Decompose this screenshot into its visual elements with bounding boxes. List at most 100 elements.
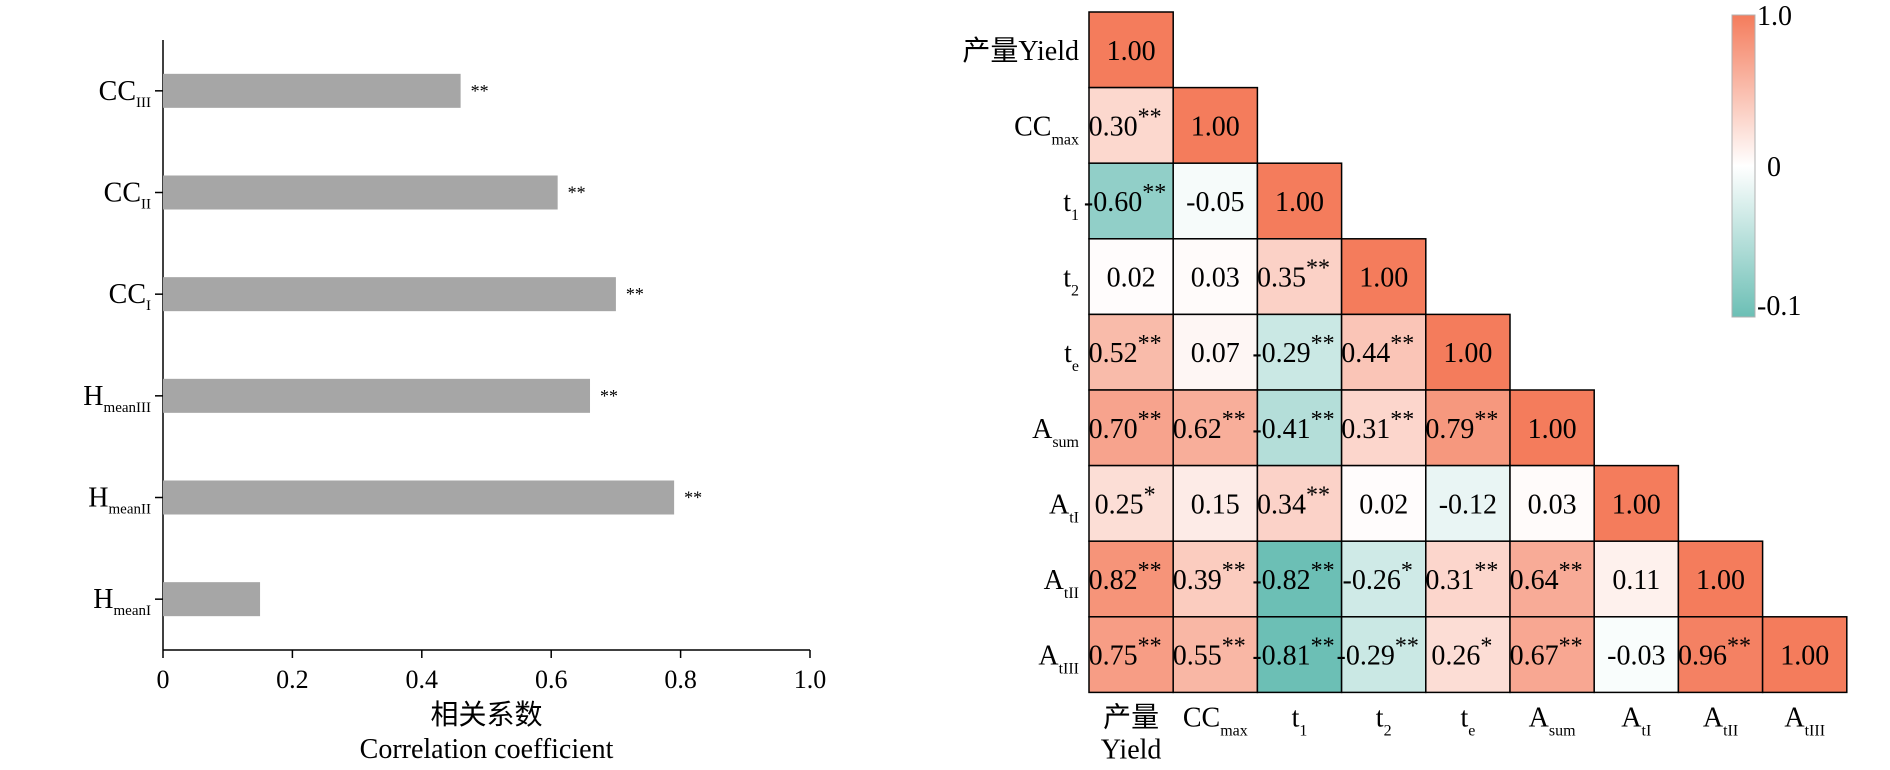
cell-value: -0.05 [1186,187,1244,218]
cell-number: 0.70 [1089,414,1138,445]
label-subscript: 1 [1299,722,1307,739]
cell-value: 0.07 [1191,338,1240,369]
cell-number: -0.82 [1252,565,1310,596]
cell-significance: ** [1138,634,1162,660]
label-subscript: tII [1064,585,1079,602]
cell-value: 1.00 [1107,36,1156,67]
heatmap-cell [1593,616,1680,694]
cell-significance: ** [1474,407,1498,433]
heatmap-cell [1256,389,1343,467]
cell-value: 0.15 [1191,489,1240,520]
bar-chart: 0 0.2 0.4 0.6 0.8 1.0HmeanIHmeanII**HmeanIII*… [83,40,826,765]
cell-value: -0.29** [1252,331,1334,369]
row-label: AtIII [1038,641,1079,678]
label-subscript: tI [1069,509,1079,526]
cell-significance: ** [1311,634,1335,660]
x-tick-label: 0.8 [664,665,697,694]
label-main: A [1529,702,1550,733]
row-label: t2 [1063,263,1079,300]
correlation-heatmap: 1.000.30** 1.00-0.60** -0.05 1.000.02 0.03 0.… [962,11,1848,765]
col-label: te [1460,702,1475,739]
row-label: AtII [1044,565,1079,602]
cell-significance: ** [1222,407,1246,433]
cell-value: 1.00 [1191,111,1240,142]
label-subscript: max [1051,131,1079,148]
cell-number: 0.52 [1089,338,1138,369]
cell-number: -0.29 [1252,338,1310,369]
label-subscript: III [136,95,151,111]
bar [163,378,591,413]
cell-number: 0.35 [1257,263,1306,294]
cell-significance: * [1144,482,1156,508]
label-subscript: meanIII [104,400,151,416]
heatmap-cell [1172,616,1259,694]
cell-value: 0.35** [1257,256,1330,294]
label-subscript: max [1220,722,1248,739]
cell-value: 0.02 [1359,489,1408,520]
cell-significance: ** [1727,634,1751,660]
label-main: t [1063,187,1071,218]
label-main: CC [99,76,136,107]
bar [163,73,461,108]
heatmap-cell [1088,464,1174,542]
col-label: t1 [1292,702,1308,739]
cell-number: -0.60 [1084,187,1142,218]
cell-number: 0.62 [1173,414,1222,445]
cell-value: 1.00 [1443,338,1492,369]
col-label: t2 [1376,702,1392,739]
heatmap-cell [1088,540,1174,618]
label-main: A [1038,641,1059,672]
label-main: A [1044,565,1065,596]
x-tick-label: 0 [157,665,170,694]
cell-significance: ** [1138,331,1162,357]
label-main: CC [1183,702,1220,733]
cell-number: 0.30 [1089,111,1138,142]
cell-significance: ** [1311,331,1335,357]
significance-label: ** [684,488,702,508]
label-subscript: meanI [114,603,151,619]
heatmap-cell [1340,540,1427,618]
cell-value: 0.30** [1089,104,1162,142]
y-tick-label: CCII [104,178,151,213]
cell-significance: ** [1311,558,1335,584]
label-main: CC [109,279,146,310]
label-subscript: tIII [1059,661,1079,678]
cell-value: 0.03 [1191,263,1240,294]
x-axis-title-cn: 相关系数 [430,699,542,731]
col-label: Asum [1529,702,1576,739]
heatmap-cell [1509,464,1595,542]
cell-value: 1.00 [1275,187,1324,218]
label-subscript: meanII [109,502,151,518]
cell-value: 0.52** [1089,331,1162,369]
cell-value: -0.29** [1337,634,1419,672]
label-subscript: tI [1642,722,1652,739]
label-main: A [1784,702,1805,733]
cell-number: 0.39 [1173,565,1222,596]
heatmap-cell [1509,616,1595,694]
cell-value: 0.34** [1257,482,1330,520]
y-tick-label: HmeanI [93,584,151,619]
y-tick-label: CCI [109,279,151,314]
cell-value: 0.96** [1678,634,1751,672]
cell-value: -0.41** [1252,407,1334,445]
cell-number: 0.79 [1425,414,1474,445]
x-tick-label: 0.4 [406,665,439,694]
label-subscript: sum [1052,434,1079,451]
label-main: A [1621,702,1642,733]
row-label: te [1064,338,1079,375]
row-label: t1 [1063,187,1079,224]
colorbar-strip [1731,14,1756,318]
label-main: t [1460,702,1468,733]
heatmap-cell [1172,86,1259,164]
label-main: CC [104,178,141,209]
heatmap-cell [1340,616,1427,694]
heatmap-cell [1172,389,1259,467]
heatmap-cell [1761,616,1848,694]
label-main: A [1032,414,1053,445]
cell-significance: ** [1222,634,1246,660]
cell-number: 0.31 [1425,565,1474,596]
cell-significance: ** [1559,634,1583,660]
label-main: A [1703,702,1724,733]
heatmap-cell [1509,540,1595,618]
